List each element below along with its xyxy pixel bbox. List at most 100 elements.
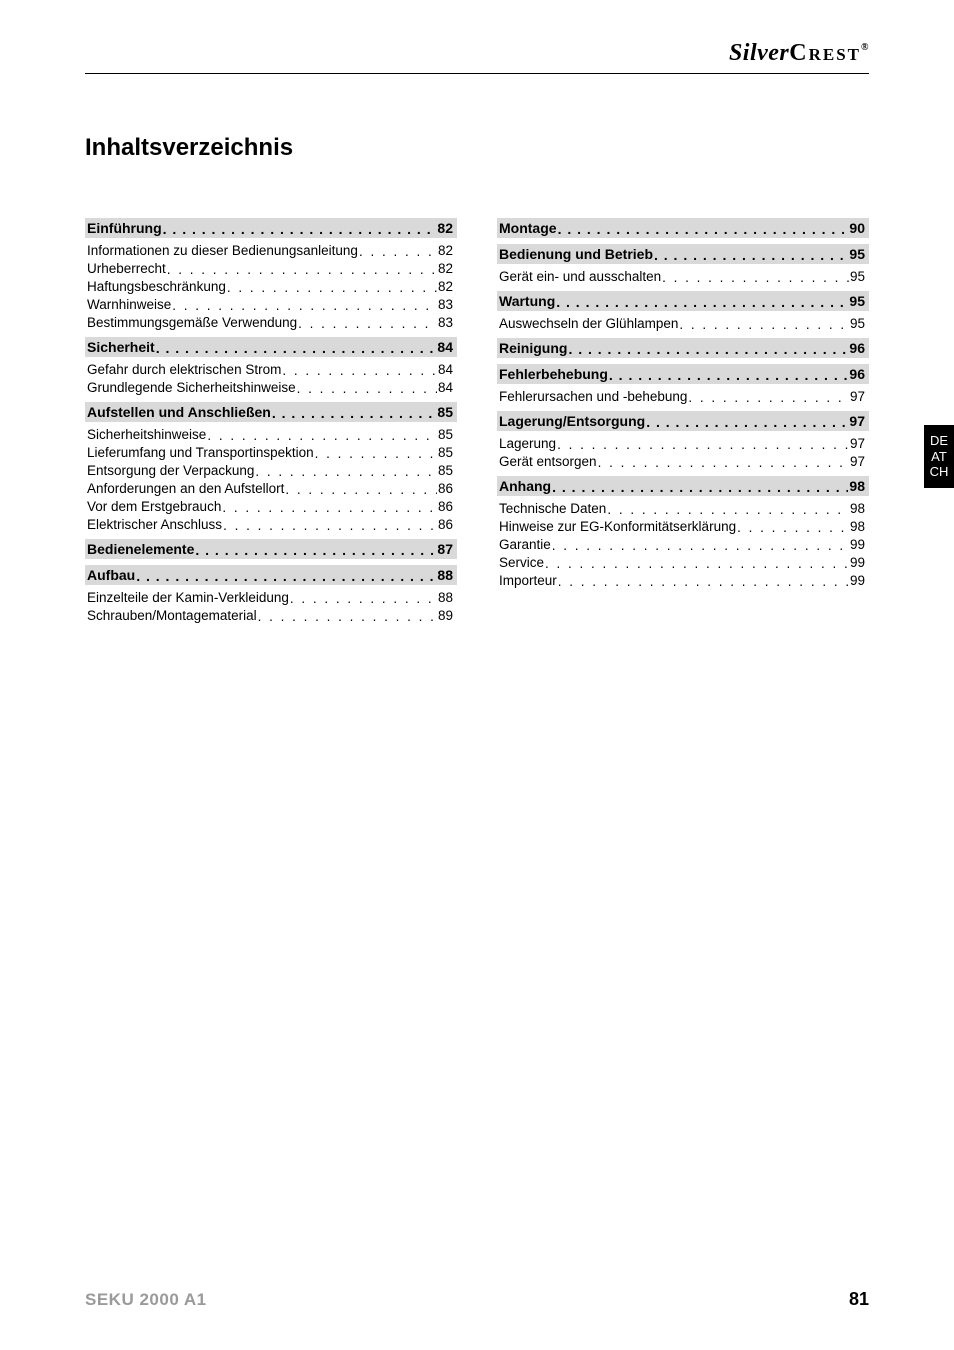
toc-page: 99 xyxy=(850,573,865,588)
toc-entry: Garantie . . . . . . . . . . . . . . . .… xyxy=(497,535,869,553)
toc-page: 82 xyxy=(438,261,453,276)
toc-section-head: Sicherheit . . . . . . . . . . . . . . .… xyxy=(85,337,457,357)
toc-section-head: Fehlerbehebung . . . . . . . . . . . . .… xyxy=(497,364,869,384)
toc-page: 98 xyxy=(850,501,865,516)
toc-label: Auswechseln der Glühlampen xyxy=(499,316,678,331)
toc-leader: . . . . . . . . . . . . . . . . . . . . … xyxy=(172,298,437,313)
toc-page: 86 xyxy=(438,499,453,514)
toc-page: 82 xyxy=(437,220,453,236)
brand-mark: ® xyxy=(861,42,869,53)
toc-leader: . . . . . . . . . . . . . . . . . . . . … xyxy=(272,405,437,421)
toc-leader: . . . . . . . . . . . . . . . . . . . . … xyxy=(255,464,437,479)
toc-page: 83 xyxy=(438,297,453,312)
toc-leader: . . . . . . . . . . . . . . . . . . . . … xyxy=(167,262,437,277)
toc-label: Lagerung xyxy=(499,436,556,451)
lang-at: AT xyxy=(929,449,949,465)
toc-label: Wartung xyxy=(499,293,555,309)
toc-entry: Informationen zu dieser Bedienungsanleit… xyxy=(85,241,457,259)
toc-label: Fehlerbehebung xyxy=(499,366,608,382)
toc-page: 86 xyxy=(438,517,453,532)
toc-entry: Lieferumfang und Transportinspektion . .… xyxy=(85,443,457,461)
toc-page: 96 xyxy=(849,340,865,356)
toc-page: 97 xyxy=(850,454,865,469)
toc-leader: . . . . . . . . . . . . . . . . . . . . … xyxy=(552,479,848,495)
toc-entry: Urheberrecht . . . . . . . . . . . . . .… xyxy=(85,259,457,277)
toc-label: Gefahr durch elektrischen Strom xyxy=(87,362,281,377)
toc-label: Grundlegende Sicherheitshinweise xyxy=(87,380,296,395)
toc-leader: . . . . . . . . . . . . . . . . . . . . … xyxy=(227,280,437,295)
toc-section-head: Aufbau . . . . . . . . . . . . . . . . .… xyxy=(85,565,457,585)
toc-section-head: Montage . . . . . . . . . . . . . . . . … xyxy=(497,218,869,238)
toc-entry: Warnhinweise . . . . . . . . . . . . . .… xyxy=(85,295,457,313)
toc-entry: Anforderungen an den Aufstellort . . . .… xyxy=(85,479,457,497)
toc-label: Aufstellen und Anschließen xyxy=(87,404,271,420)
toc-leader: . . . . . . . . . . . . . . . . . . . . … xyxy=(156,340,437,356)
toc-label: Anforderungen an den Aufstellort xyxy=(87,481,284,496)
toc-entry: Auswechseln der Glühlampen . . . . . . .… xyxy=(497,314,869,332)
toc-entry: Gerät ein- und ausschalten . . . . . . .… xyxy=(497,267,869,285)
toc-entry: Bestimmungsgemäße Verwendung . . . . . .… xyxy=(85,313,457,331)
toc-section-head: Lagerung/Entsorgung . . . . . . . . . . … xyxy=(497,411,869,431)
toc-label: Bedienung und Betrieb xyxy=(499,246,653,262)
toc-page: 90 xyxy=(849,220,865,236)
toc-page: 85 xyxy=(438,427,453,442)
toc-leader: . . . . . . . . . . . . . . . . . . . . … xyxy=(558,574,849,589)
toc-page: 99 xyxy=(850,537,865,552)
toc-entry: Vor dem Erstgebrauch . . . . . . . . . .… xyxy=(85,497,457,515)
toc-column-right: Montage . . . . . . . . . . . . . . . . … xyxy=(497,212,869,624)
toc-section-head: Bedienelemente . . . . . . . . . . . . .… xyxy=(85,539,457,559)
toc-label: Reinigung xyxy=(499,340,567,356)
toc-leader: . . . . . . . . . . . . . . . . . . . . … xyxy=(359,244,437,259)
toc-leader: . . . . . . . . . . . . . . . . . . . . … xyxy=(315,446,437,461)
toc-page: 95 xyxy=(849,293,865,309)
language-tab: DE AT CH xyxy=(924,425,954,488)
toc-page: 99 xyxy=(850,555,865,570)
toc-section-head: Aufstellen und Anschließen . . . . . . .… xyxy=(85,402,457,422)
toc-leader: . . . . . . . . . . . . . . . . . . . . … xyxy=(654,247,848,263)
toc-section-head: Reinigung . . . . . . . . . . . . . . . … xyxy=(497,338,869,358)
toc-entry: Entsorgung der Verpackung . . . . . . . … xyxy=(85,461,457,479)
toc-entry: Einzelteile der Kamin-Verkleidung . . . … xyxy=(85,588,457,606)
toc-label: Schrauben/Montagematerial xyxy=(87,608,257,623)
toc-label: Lagerung/Entsorgung xyxy=(499,413,645,429)
toc-label: Montage xyxy=(499,220,557,236)
toc-leader: . . . . . . . . . . . . . . . . . . . . … xyxy=(688,390,849,405)
toc-leader: . . . . . . . . . . . . . . . . . . . . … xyxy=(297,381,437,396)
toc-label: Fehlerursachen und -behebung xyxy=(499,389,687,404)
toc-entry: Technische Daten . . . . . . . . . . . .… xyxy=(497,499,869,517)
toc-section-head: Einführung . . . . . . . . . . . . . . .… xyxy=(85,218,457,238)
toc-entry: Fehlerursachen und -behebung . . . . . .… xyxy=(497,387,869,405)
toc-entry: Schrauben/Montagematerial . . . . . . . … xyxy=(85,606,457,624)
toc-label: Sicherheitshinweise xyxy=(87,427,206,442)
footer-page: 81 xyxy=(849,1289,869,1310)
toc-page: 86 xyxy=(438,481,453,496)
toc-page: 88 xyxy=(437,567,453,583)
toc-leader: . . . . . . . . . . . . . . . . . . . . … xyxy=(545,556,849,571)
toc-leader: . . . . . . . . . . . . . . . . . . . . … xyxy=(609,367,849,383)
toc-page: 85 xyxy=(438,445,453,460)
toc-page: 95 xyxy=(849,246,865,262)
toc-entry: Gefahr durch elektrischen Strom . . . . … xyxy=(85,360,457,378)
toc-page: 95 xyxy=(850,269,865,284)
toc-label: Importeur xyxy=(499,573,557,588)
toc-entry: Gerät entsorgen . . . . . . . . . . . . … xyxy=(497,452,869,470)
toc-label: Technische Daten xyxy=(499,501,606,516)
toc-leader: . . . . . . . . . . . . . . . . . . . . … xyxy=(298,316,437,331)
toc-label: Einzelteile der Kamin-Verkleidung xyxy=(87,590,289,605)
toc-label: Informationen zu dieser Bedienungsanleit… xyxy=(87,243,358,258)
toc-leader: . . . . . . . . . . . . . . . . . . . . … xyxy=(558,221,849,237)
toc-label: Sicherheit xyxy=(87,339,155,355)
toc-page: 82 xyxy=(438,243,453,258)
toc-leader: . . . . . . . . . . . . . . . . . . . . … xyxy=(136,568,436,584)
footer-model: SEKU 2000 A1 xyxy=(85,1290,207,1310)
toc-label: Hinweise zur EG-Konformitätserklärung xyxy=(499,519,736,534)
toc-page: 84 xyxy=(438,380,453,395)
toc-label: Anhang xyxy=(499,478,551,494)
toc-leader: . . . . . . . . . . . . . . . . . . . . … xyxy=(207,428,437,443)
toc-leader: . . . . . . . . . . . . . . . . . . . . … xyxy=(646,414,848,430)
toc-label: Gerät ein- und ausschalten xyxy=(499,269,661,284)
toc-leader: . . . . . . . . . . . . . . . . . . . . … xyxy=(679,317,849,332)
toc-label: Elektrischer Anschluss xyxy=(87,517,222,532)
toc-page: 85 xyxy=(437,404,453,420)
toc-columns: Einführung . . . . . . . . . . . . . . .… xyxy=(85,212,869,624)
